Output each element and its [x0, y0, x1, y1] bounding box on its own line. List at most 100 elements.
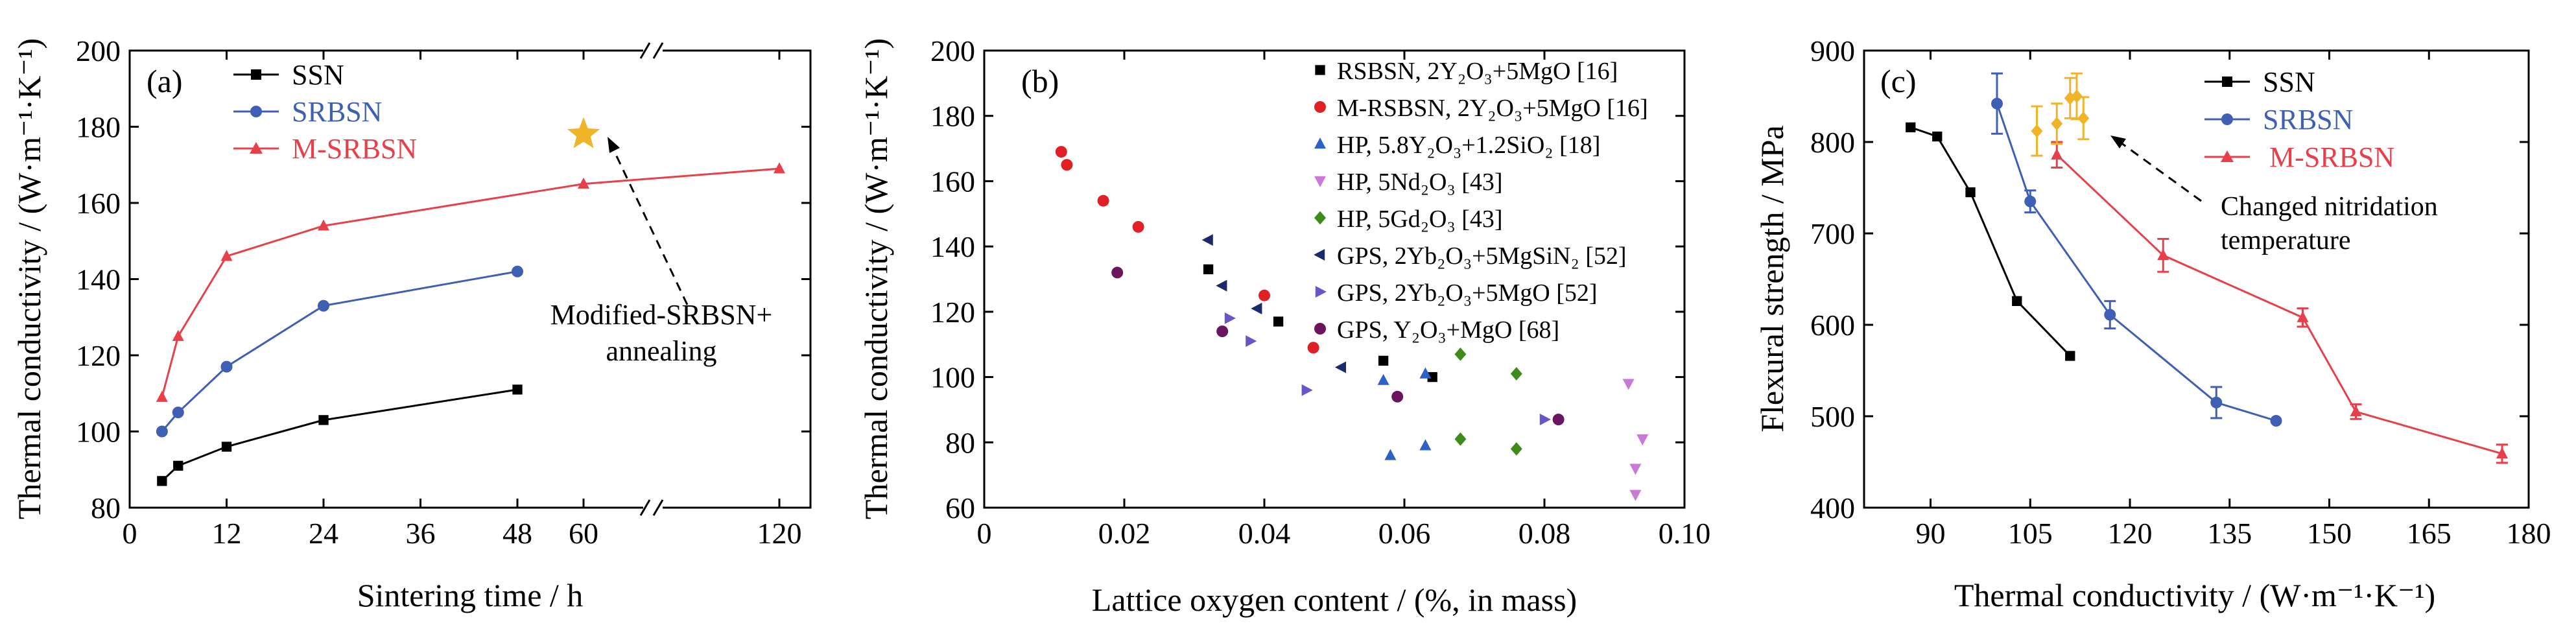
panel-a-markers [156, 117, 785, 486]
point-a-m-srbsn [578, 177, 589, 189]
point-c-series-1 [1991, 97, 2003, 110]
ytick-label-b: 120 [930, 296, 975, 329]
xtick-label-b: 0 [977, 517, 992, 550]
xtick-label-c: 120 [2108, 517, 2153, 550]
xtick-label-c: 150 [2307, 517, 2352, 550]
panel-b-ticks: 60 80 100 120 140 160 180 200 0 0.02 0.04 0.06 0.08 0… [930, 34, 1710, 550]
point-b-series-1 [1258, 289, 1270, 301]
ytick-label-b: 80 [945, 426, 975, 459]
panel-b-label: (b) [1021, 63, 1059, 99]
point-b-series-1 [1132, 220, 1144, 233]
legend-b-marker-7 [1314, 323, 1326, 335]
point-b-series-1 [1061, 159, 1073, 171]
point-c-series-1 [2270, 415, 2282, 427]
panel-c-frame [1863, 49, 2530, 509]
line-c-series-0 [1910, 126, 2071, 357]
ytick-label-c: 600 [1810, 309, 1855, 342]
point-a-srbsn [220, 360, 233, 373]
xtick-label-c: 135 [2207, 517, 2252, 550]
annotation-c-line2: temperature [2221, 226, 2351, 255]
ytick-label-b: 100 [930, 361, 975, 394]
point-a-srbsn [318, 300, 329, 312]
xtick-label-a: 60 [569, 517, 598, 550]
point-b-series-3 [1629, 464, 1642, 475]
point-a-ssn [221, 442, 232, 452]
xtick-label-c: 165 [2407, 517, 2452, 550]
panel-a-legend: SSN SRBSN M-SRBSN [233, 59, 417, 165]
point-b-series-6 [1539, 414, 1551, 426]
point-b-series-1 [1307, 342, 1319, 354]
xtick-label-b: 0.06 [1378, 517, 1431, 550]
legend-b-marker-0 [1315, 65, 1325, 75]
point-b-series-4 [1454, 432, 1467, 446]
point-b-series-5 [1216, 279, 1227, 292]
panel-b: 60 80 100 120 140 160 180 200 0 0.02 0.04 0.06 0.08 0… [858, 34, 1710, 618]
point-a-ssn [157, 476, 167, 486]
ytick-label-a: 100 [76, 416, 121, 449]
ytick-label-a: 140 [76, 263, 121, 296]
point-c-series-2 [2350, 405, 2362, 417]
xtick-label-c: 105 [2008, 517, 2053, 550]
panel-c: 400 500 600 700 800 900 90 105 120 135 150 165 180 (… [1754, 34, 2551, 613]
line-a-srbsn [161, 270, 518, 432]
point-b-series-4 [1510, 442, 1522, 456]
ytick-label-b: 140 [930, 230, 975, 263]
ytick-label-a: 80 [91, 491, 121, 525]
point-b-series-3 [1622, 379, 1635, 390]
x-axis-break [639, 42, 664, 516]
point-c-series-0 [2065, 351, 2075, 361]
legend-c-ssn-label: SSN [2263, 66, 2315, 98]
xtick-label-b: 0.10 [1659, 517, 1711, 550]
ytick-label-a: 160 [76, 187, 121, 220]
xtick-label-a: 120 [757, 517, 802, 550]
point-a-srbsn [512, 265, 523, 277]
point-b-series-0 [1378, 355, 1389, 366]
ytick-label-c: 400 [1810, 491, 1855, 525]
point-b-series-4 [1510, 367, 1522, 381]
point-b-series-7 [1216, 325, 1229, 338]
panel-b-xlabel: Lattice oxygen content / (%, in mass) [1092, 582, 1577, 618]
ytick-label-a: 180 [76, 111, 121, 144]
point-b-series-4 [1454, 347, 1467, 361]
point-a-m-srbsn [774, 162, 785, 174]
panel-a-label: (a) [147, 63, 183, 99]
legend-a-ssn-marker [251, 69, 261, 80]
annotation-c-line1: Changed nitridation [2221, 192, 2438, 222]
legend-b-marker-6 [1315, 286, 1327, 298]
point-a-m-srbsn [220, 250, 233, 261]
point-b-series-1 [1055, 146, 1067, 158]
point-b-series-2 [1419, 439, 1432, 451]
panel-b-ylabel: Thermal conductivity / (W·m⁻¹·K⁻¹) [858, 38, 894, 519]
panel-b-legend: RSBSN, 2Y₂O₃+5MgO [16] M-RSBSN, 2Y₂O₃+5Mg… [1314, 58, 1648, 344]
legend-a-srbsn-marker [250, 106, 262, 117]
point-c-series-2 [2496, 447, 2508, 459]
annotation-a-line2: annealing [606, 335, 716, 367]
line-a-ssn [161, 388, 518, 482]
xtick-label-a: 36 [406, 517, 436, 550]
point-b-series-2 [1377, 373, 1389, 385]
ytick-label-b: 180 [930, 100, 975, 133]
point-c-series-0 [1932, 131, 1943, 142]
legend-b-label-6: GPS, 2Yb₂O₃+5MgO [52] [1337, 279, 1598, 307]
panel-c-ticks: 400 500 600 700 800 900 90 105 120 135 150 165 180 [1810, 34, 2551, 550]
panel-c-markers [1906, 72, 2508, 464]
ytick-label-c: 900 [1810, 34, 1855, 67]
annotation-a-arrowhead [608, 137, 620, 153]
point-c-series-2 [2297, 311, 2309, 322]
point-b-series-7 [1552, 414, 1565, 426]
legend-b-label-4: HP, 5Gd₂O₃ [43] [1337, 206, 1503, 233]
xtick-label-b: 0.02 [1098, 517, 1151, 550]
point-b-series-1 [1097, 195, 1109, 207]
point-a-m-srbsn [318, 219, 329, 231]
point-c-series-1 [2024, 195, 2037, 207]
ytick-label-b: 60 [945, 491, 975, 525]
ytick-label-b: 200 [930, 34, 975, 67]
xtick-label-a: 12 [212, 517, 242, 550]
point-a-srbsn [172, 407, 184, 419]
xtick-label-a: 48 [502, 517, 532, 550]
legend-c-srbsn-label: SRBSN [2263, 104, 2353, 136]
ytick-label-c: 500 [1810, 400, 1855, 433]
point-c-series-3 [2071, 89, 2083, 103]
legend-b-label-0: RSBSN, 2Y₂O₃+5MgO [16] [1337, 58, 1618, 85]
